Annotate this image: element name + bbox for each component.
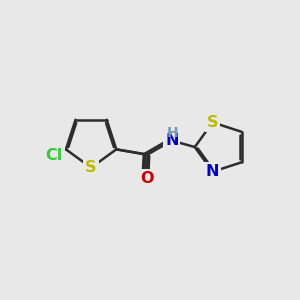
Text: Cl: Cl: [46, 148, 63, 163]
Text: H: H: [167, 126, 178, 140]
Text: O: O: [140, 171, 154, 186]
Text: S: S: [207, 115, 218, 130]
Text: N: N: [206, 164, 219, 179]
Text: S: S: [85, 160, 97, 175]
Text: N: N: [165, 133, 178, 148]
